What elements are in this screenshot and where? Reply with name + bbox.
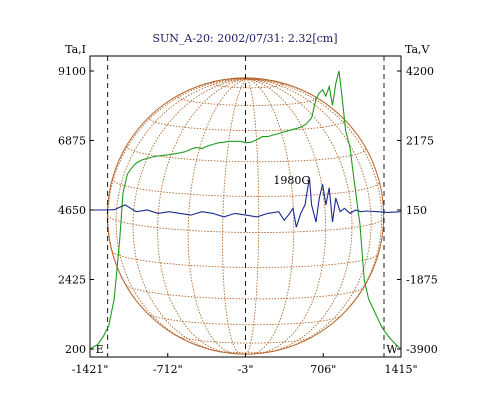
- polarization-series-line: [90, 177, 402, 228]
- right-axis-label: Ta,V: [405, 43, 431, 56]
- latitude-line: [148, 116, 345, 132]
- x-tick-label: -712": [153, 363, 183, 376]
- longitude-line: [107, 78, 248, 301]
- solar-disk: [106, 77, 385, 355]
- x-tick-label: -1421": [72, 363, 109, 376]
- longitude-line: [245, 78, 260, 355]
- marker-label: W: [386, 343, 398, 356]
- longitude-line: [247, 77, 260, 80]
- latitude-line: [125, 284, 365, 300]
- axis-ticks: [89, 70, 402, 357]
- longitude-line: [246, 77, 249, 80]
- latitude-line: [177, 94, 317, 106]
- longitude-line: [187, 78, 248, 355]
- longitude-line: [157, 78, 248, 354]
- intensity-series-line: [89, 70, 402, 350]
- right-tick-label: 2175: [406, 135, 434, 148]
- latitude-line: [177, 335, 312, 344]
- right-tick-label: -3900: [406, 343, 438, 356]
- longitude-line: [247, 78, 383, 325]
- region-label: 1980G: [273, 174, 310, 187]
- marker-label: E: [96, 343, 104, 356]
- longitude-line: [115, 78, 248, 347]
- series-group: 1980G: [89, 70, 402, 350]
- longitude-line: [247, 78, 350, 125]
- longitude-line: [247, 78, 372, 349]
- longitude-line: [246, 78, 295, 355]
- latitude-line: [126, 145, 367, 163]
- left-tick-label: 4650: [58, 204, 86, 217]
- longitude-line: [245, 77, 248, 80]
- right-tick-label: 150: [406, 204, 427, 217]
- left-axis-label: Ta,I: [65, 43, 86, 56]
- left-tick-label: 200: [65, 343, 86, 356]
- latitude-line: [112, 178, 380, 197]
- longitude-line: [243, 77, 248, 80]
- right-tick-label: 4200: [406, 65, 434, 78]
- latitude-line: [147, 313, 342, 326]
- longitude-line: [246, 78, 327, 354]
- x-tick-label: 706": [310, 363, 336, 376]
- x-tick-label: 1415": [384, 363, 417, 376]
- longitude-line: [166, 78, 248, 103]
- x-tick-label: -3": [238, 363, 254, 376]
- left-tick-label: 6875: [58, 135, 86, 148]
- longitude-line: [222, 78, 248, 355]
- latitude-line: [111, 250, 379, 268]
- left-tick-label: 9100: [58, 65, 86, 78]
- latitude-line: [210, 80, 284, 89]
- axis-labels: 9100 6875 4650 2425 200 4200 2175 150 -1875 -3900…: [58, 43, 438, 376]
- longitude-line: [132, 78, 248, 353]
- right-tick-label: -1875: [406, 274, 438, 287]
- left-tick-label: 2425: [58, 274, 86, 287]
- chart-title: SUN_A-20: 2002/07/31: 2.32[cm]: [152, 32, 337, 45]
